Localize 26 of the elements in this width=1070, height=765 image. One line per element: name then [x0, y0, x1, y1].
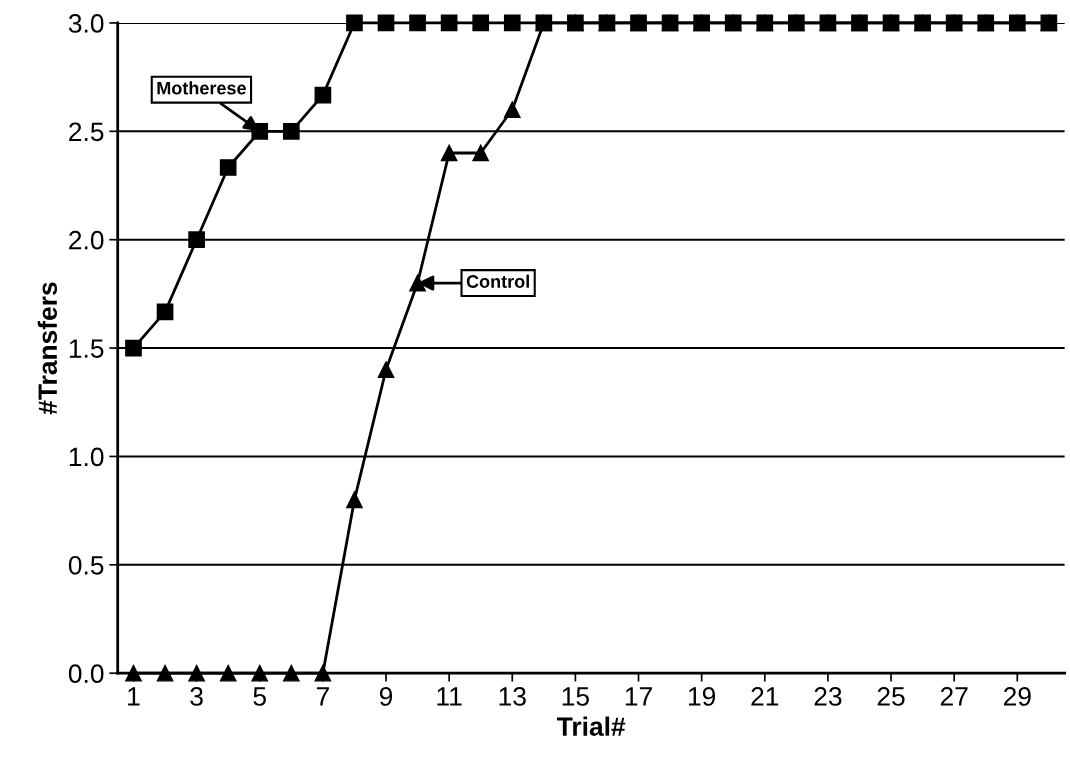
x-tick-label: 23 [814, 687, 842, 706]
y-axis-title: #Transfers [37, 282, 58, 415]
y-tick-label: 2.5 [69, 122, 104, 142]
x-tick-label: 27 [940, 687, 968, 706]
x-tick-label: 1 [128, 687, 140, 706]
y-tick-label: 0.5 [68, 555, 104, 575]
y-tick-label: 1.0 [69, 447, 104, 467]
x-tick-label: 11 [437, 687, 462, 706]
y-tick-label: 1.5 [69, 339, 104, 358]
x-tick-label: 19 [688, 687, 716, 706]
annotation: Motherese [157, 81, 246, 95]
x-tick-label: 13 [499, 687, 526, 706]
x-tick-label: 7 [316, 687, 329, 706]
y-tick-label: 0.0 [68, 664, 104, 684]
x-tick-label: 25 [877, 687, 905, 706]
y-tick-label: 2.0 [69, 230, 104, 250]
x-tick-label: 15 [562, 687, 589, 706]
x-tick-label: 9 [379, 687, 393, 706]
x-tick-label: 17 [625, 687, 652, 706]
x-tick-label: 29 [1003, 687, 1031, 706]
x-axis-title: Trial# [557, 716, 626, 736]
x-tick-label: 3 [190, 687, 203, 706]
y-tick-label: 3.0 [68, 14, 104, 33]
x-tick-label: 21 [751, 687, 779, 706]
annotation: Control [466, 274, 529, 288]
x-tick-label: 5 [253, 687, 266, 706]
